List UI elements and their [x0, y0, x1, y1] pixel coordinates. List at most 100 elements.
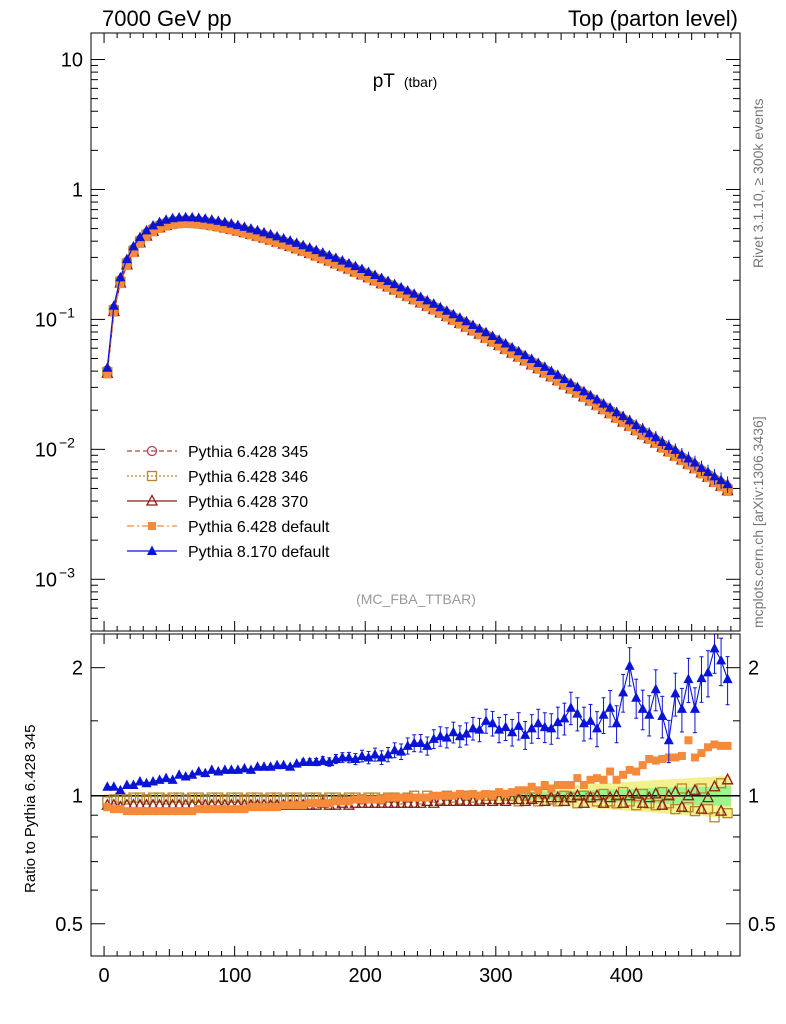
data-point [645, 436, 654, 445]
x-tick-label: 0 [98, 965, 109, 987]
ratio-point [246, 803, 255, 812]
data-point [219, 216, 230, 227]
ratio-point [611, 798, 622, 809]
ratio-point [175, 807, 184, 816]
x-tick-label: 100 [218, 965, 251, 987]
data-point [128, 240, 139, 251]
data-point [500, 338, 511, 348]
ratio-point [194, 805, 203, 814]
data-point [409, 288, 420, 298]
y-tick-label: 10 [35, 439, 57, 461]
ratio-point [403, 793, 412, 802]
legend-label-p6def: Pythia 6.428 default [188, 519, 330, 536]
ratio-point [266, 803, 275, 812]
data-point [475, 331, 484, 340]
ratio-point [468, 789, 477, 798]
data-point [356, 263, 367, 274]
ratio-point [521, 786, 530, 795]
data-point [703, 466, 714, 476]
data-point [553, 377, 562, 386]
data-point [508, 350, 517, 359]
data-point [565, 377, 576, 388]
legend-label-p370: Pythia 6.428 370 [188, 494, 308, 511]
data-point [376, 272, 387, 282]
ratio-point [213, 792, 224, 803]
ratio-point [455, 789, 464, 798]
ratio-point [683, 673, 694, 684]
ratio-point [304, 756, 315, 767]
ratio-point [676, 783, 688, 794]
ratio-point [278, 759, 289, 770]
data-point [338, 263, 347, 272]
legend-label-p345: Pythia 6.428 345 [188, 444, 308, 461]
ratio-point [688, 783, 702, 795]
ratio-point [630, 787, 643, 799]
legend-marker-p345 [146, 445, 158, 457]
ratio-point [364, 795, 373, 804]
ratio-point [416, 793, 425, 802]
data-point [252, 224, 263, 235]
ratio-point [377, 795, 386, 804]
ratio-point [442, 791, 451, 800]
data-point [304, 242, 315, 252]
ratio-point [689, 805, 701, 817]
ratio-point [401, 796, 414, 808]
ratio-point [201, 805, 210, 814]
data-point [716, 474, 727, 485]
chart-title: pT (tbar) [373, 71, 438, 92]
ratio-point [500, 721, 511, 732]
ratio-point [701, 790, 715, 803]
ratio-point [565, 702, 576, 712]
data-point [108, 300, 119, 310]
data-point [422, 294, 433, 305]
ratio-point [488, 791, 497, 800]
ratio-point [573, 774, 582, 783]
ratio-point [147, 792, 159, 803]
ratio-point [271, 792, 283, 803]
data-point [142, 233, 151, 242]
ratio-point [285, 761, 296, 771]
data-point [578, 385, 589, 396]
ratio-point [187, 769, 198, 779]
ratio-point [612, 775, 621, 784]
data-point [441, 305, 452, 315]
ratio-point [695, 802, 708, 814]
ratio-point [617, 796, 630, 808]
data-point [239, 221, 250, 231]
data-point [331, 260, 340, 269]
ratio-point [279, 801, 288, 810]
data-point [585, 389, 596, 400]
data-point [188, 220, 197, 229]
data-point [174, 211, 185, 222]
data-point [324, 249, 335, 260]
ratio-point [390, 793, 399, 802]
data-point [115, 271, 126, 282]
ratio-point [188, 807, 197, 816]
ratio-point [423, 793, 432, 802]
ratio-point [389, 744, 400, 755]
ratio-point [135, 807, 144, 816]
ratio-point [168, 807, 177, 816]
data-point [474, 323, 485, 333]
ratio-point [356, 750, 367, 760]
ratio-point [265, 792, 276, 803]
ratio-point [226, 792, 237, 803]
y-tick-exponent: −1 [59, 304, 75, 320]
ratio-point [245, 764, 256, 774]
ratio-point [449, 791, 458, 800]
ratio-point [559, 712, 570, 723]
data-point [384, 283, 393, 292]
ratio-point [128, 792, 139, 803]
data-point [429, 306, 438, 315]
ratio-point [632, 767, 641, 776]
ratio-frame [90, 633, 741, 957]
ratio-point [207, 805, 216, 814]
ratio-point [475, 791, 484, 800]
data-point [292, 245, 301, 254]
ratio-point [408, 796, 421, 808]
ratio-point [292, 801, 301, 810]
data-point [547, 373, 556, 382]
ratio-point [448, 726, 459, 737]
ratio-point [338, 797, 347, 806]
ratio-point [200, 794, 211, 805]
